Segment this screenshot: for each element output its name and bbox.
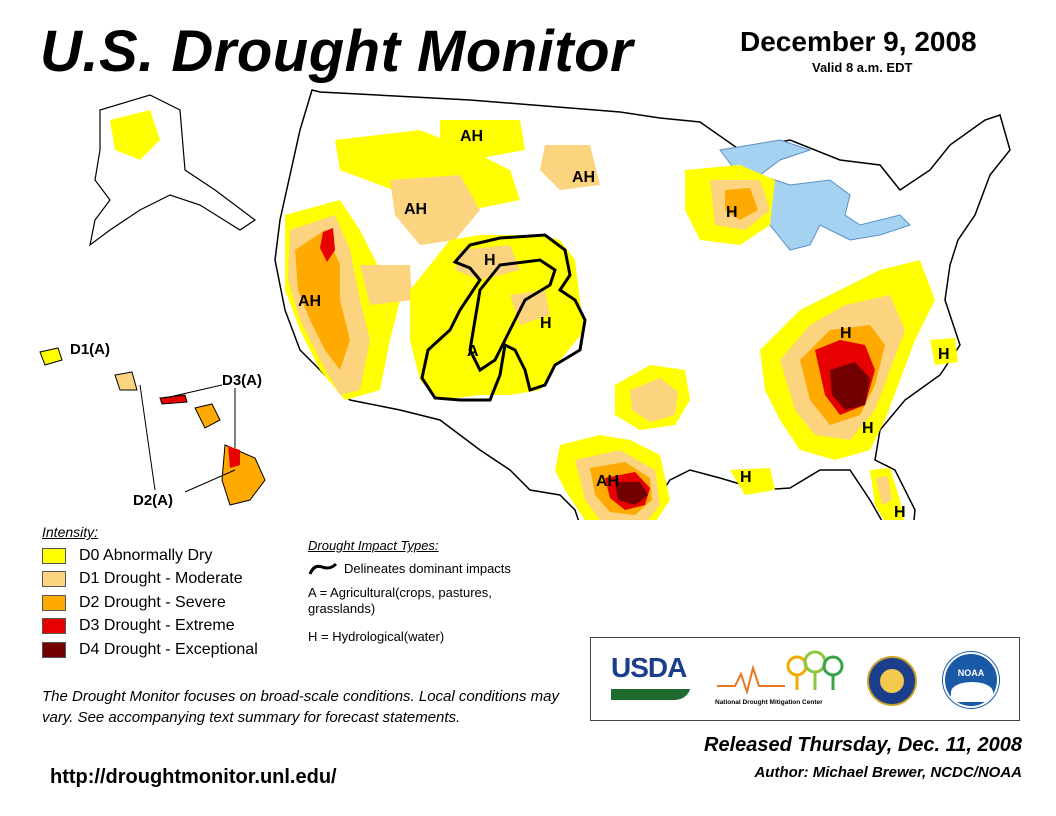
hawaii-maui: [194, 403, 221, 429]
hawaii-big-d3: [228, 446, 240, 468]
map-label-h: H: [938, 346, 950, 363]
la-d0: [730, 468, 775, 495]
nc-d0: [930, 338, 958, 365]
usda-logo: USDA: [611, 652, 691, 700]
usda-swoosh: [611, 684, 691, 700]
legend-label: D2 Drought - Severe: [79, 593, 226, 611]
hawaii-label-d2: D2(A): [133, 492, 173, 509]
map-label-h: H: [484, 252, 496, 269]
hawaii-islands: [39, 347, 266, 506]
map-label-h: H: [740, 469, 752, 486]
wi-d2: [725, 188, 758, 220]
colorado-d1: [510, 290, 550, 325]
nw-d1: [390, 175, 480, 245]
impact-agricultural: A = Agricultural(crops, pastures, grassl…: [308, 585, 492, 616]
legend-label: D0 Abnormally Dry: [79, 546, 213, 564]
fl-d1: [876, 476, 892, 505]
impact-legend: Drought Impact Types: Delineates dominan…: [308, 538, 558, 653]
legend-label: D1 Drought - Moderate: [79, 570, 243, 588]
legend-label: D4 Drought - Exceptional: [79, 640, 258, 658]
legend-item-d0: D0 Abnormally Dry: [42, 544, 258, 568]
swatch-d2: [42, 594, 66, 611]
se-d4: [830, 362, 870, 410]
disclaimer-note: The Drought Monitor focuses on broad-sca…: [42, 688, 559, 726]
leader-d2-1: [139, 384, 156, 491]
map-label-ah: AH: [596, 473, 619, 490]
hawaii-oahu: [114, 371, 138, 391]
leader-d2-2: [184, 469, 236, 493]
drought-map: AH AH AH AH AH H H H H H H H H A D1(A) D…: [39, 89, 1011, 520]
map-title: U.S. Drought Monitor: [40, 19, 634, 84]
map-label-h: H: [862, 420, 874, 437]
map-date: December 9, 2008: [740, 26, 977, 57]
swatch-d3: [42, 618, 66, 635]
impact-inner: [468, 258, 557, 373]
swatch-d0: [42, 547, 66, 564]
leader-d3-1: [164, 384, 223, 399]
map-label-h: H: [840, 325, 852, 342]
legend-item-d1: D1 Drought - Moderate: [42, 568, 258, 592]
map-label-ah: AH: [298, 293, 321, 310]
ok-d1: [630, 378, 678, 422]
map-label-ah: AH: [572, 169, 595, 186]
sw-d0: [410, 235, 585, 400]
valid-time: Valid 8 a.m. EDT: [812, 60, 913, 75]
nw-d0: [335, 130, 520, 210]
legend-title: Intensity:: [42, 524, 99, 540]
website-link[interactable]: http://droughtmonitor.unl.edu/: [50, 766, 337, 788]
noaa-text: NOAA: [957, 668, 985, 678]
map-label-a: A: [467, 343, 479, 360]
legend-label: D3 Drought - Extreme: [79, 617, 235, 635]
map-label-h: H: [894, 504, 906, 520]
alaska-d0: [110, 110, 160, 160]
noaa-logo: NOAA: [943, 652, 999, 708]
nevada-d1: [360, 265, 412, 305]
release-date: Released Thursday, Dec. 11, 2008: [704, 734, 1022, 756]
west-d3: [320, 228, 335, 262]
impact-hydrological: H = Hydrological(water): [308, 629, 445, 644]
usda-text: USDA: [611, 652, 687, 683]
legend-item-d3: D3 Drought - Extreme: [42, 615, 258, 639]
ndmc-tree-icon: [717, 650, 844, 696]
map-label-h: H: [540, 315, 552, 332]
map-label-ah: AH: [404, 201, 427, 218]
legend-item-d4: D4 Drought - Exceptional: [42, 638, 258, 662]
swatch-d4: [42, 641, 66, 658]
impact-delineates: Delineates dominant impacts: [308, 561, 558, 577]
montana-d0: [440, 120, 525, 160]
hawaii-big: [221, 444, 266, 506]
commerce-seal-icon: [867, 656, 917, 706]
commerce-seal-inner: [880, 669, 904, 693]
author: Author: Michael Brewer, NCDC/NOAA: [754, 764, 1022, 781]
ndmc-prefix: National: [715, 699, 741, 706]
intensity-legend: Intensity: D0 Abnormally Dry D1 Drought …: [42, 524, 258, 662]
map-label-h: H: [726, 204, 738, 221]
texas-d4: [615, 482, 648, 505]
noaa-wave-icon: [951, 682, 993, 702]
map-label-ah: AH: [460, 128, 483, 145]
ndmc-logo: National Drought Mitigation Center: [715, 648, 855, 712]
alaska-outline: [89, 94, 257, 247]
impact-delineates-text: Delineates dominant impacts: [344, 561, 511, 576]
swatch-d1: [42, 571, 66, 588]
west-d2: [295, 230, 350, 370]
great-lakes: [719, 139, 911, 251]
hawaii-label-d1: D1(A): [70, 341, 110, 358]
montana-d1: [540, 145, 600, 190]
ndmc-title: Drought Mitigation Center: [742, 699, 823, 706]
ndmc-name: National Drought Mitigation Center: [715, 699, 855, 706]
impact-outline: [420, 233, 587, 402]
impact-title: Drought Impact Types:: [308, 538, 439, 553]
impact-line-icon: [308, 562, 338, 575]
legend-item-d2: D2 Drought - Severe: [42, 591, 258, 615]
hawaii-kauai: [39, 347, 63, 366]
partner-logos: USDA National Drought Mitigation Center …: [590, 637, 1020, 721]
hawaii-label-d3: D3(A): [222, 372, 262, 389]
